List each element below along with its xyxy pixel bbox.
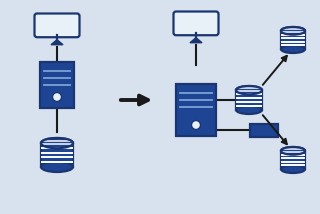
- Bar: [40, 62, 74, 108]
- Polygon shape: [51, 40, 63, 45]
- FancyBboxPatch shape: [35, 13, 79, 37]
- Polygon shape: [190, 38, 202, 43]
- Ellipse shape: [281, 147, 305, 155]
- Ellipse shape: [281, 165, 305, 173]
- Bar: [41, 143, 73, 167]
- Bar: [250, 123, 278, 137]
- FancyBboxPatch shape: [173, 12, 219, 35]
- Bar: [176, 84, 216, 136]
- Ellipse shape: [41, 138, 73, 148]
- Ellipse shape: [236, 106, 262, 114]
- Bar: [281, 31, 305, 49]
- Ellipse shape: [236, 86, 262, 94]
- Ellipse shape: [281, 27, 305, 35]
- Circle shape: [52, 92, 61, 101]
- Circle shape: [191, 120, 201, 129]
- Bar: [281, 151, 305, 169]
- Ellipse shape: [41, 162, 73, 172]
- Ellipse shape: [281, 45, 305, 53]
- Bar: [236, 90, 262, 110]
